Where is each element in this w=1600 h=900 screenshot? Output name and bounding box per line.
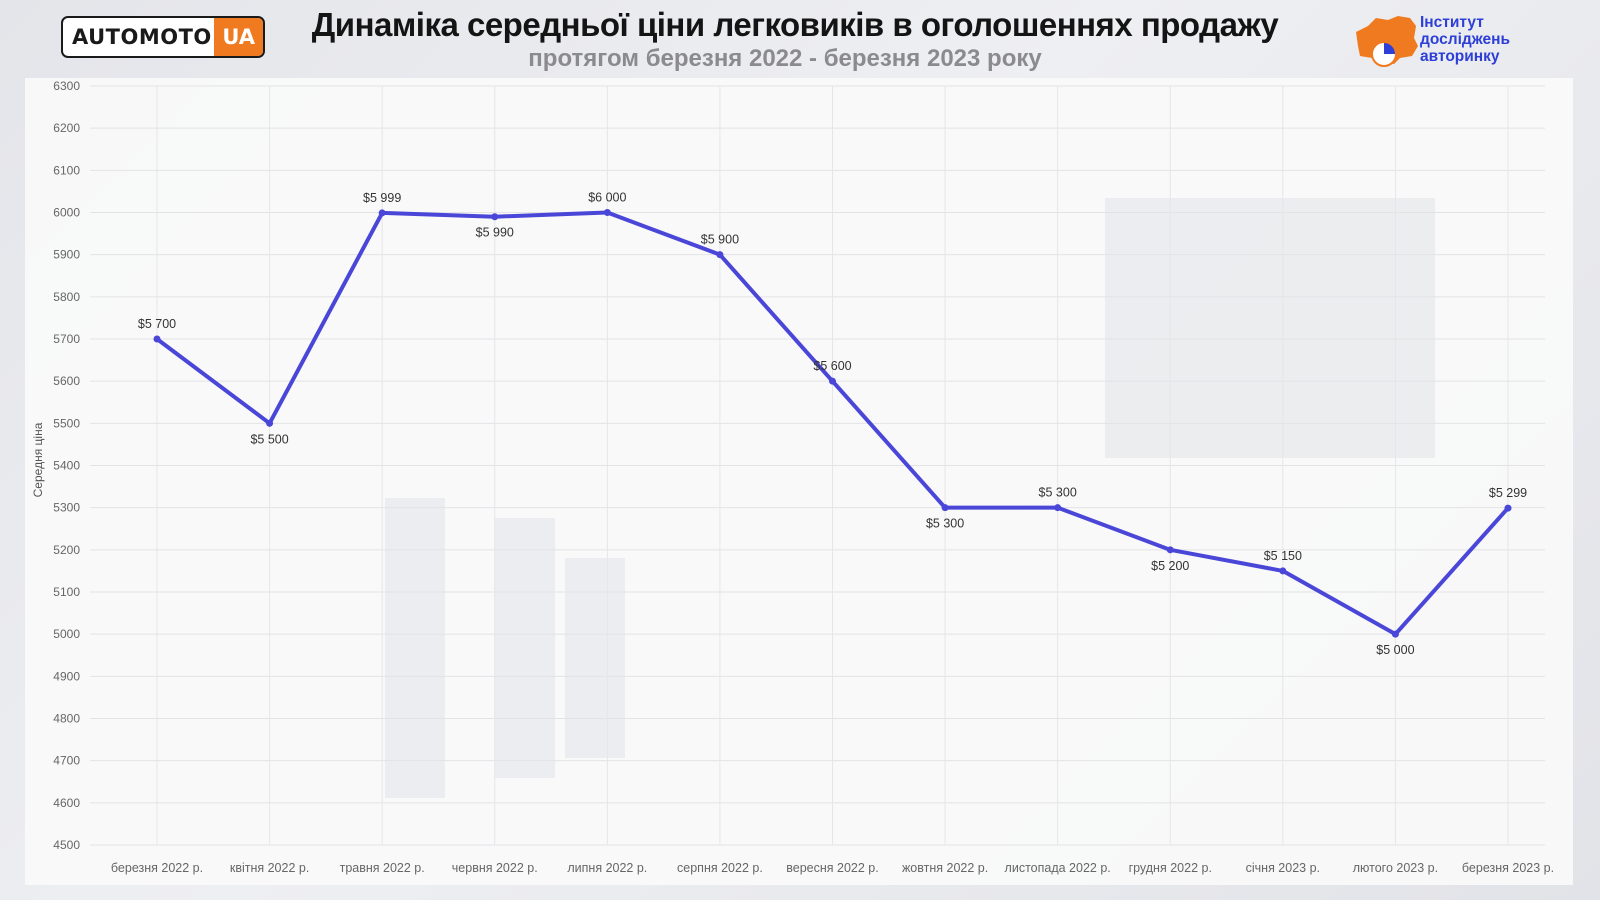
data-point — [829, 377, 836, 385]
data-label: $5 500 — [250, 432, 288, 446]
y-tick-label: 5800 — [53, 290, 80, 304]
data-label: $5 900 — [701, 233, 739, 247]
data-point — [1391, 630, 1399, 638]
x-tick-label: грудня 2022 р. — [1129, 861, 1212, 875]
x-tick-label: квітня 2022 р. — [230, 861, 309, 875]
background-decoration — [565, 558, 625, 758]
institute-map-icon — [1356, 16, 1418, 67]
y-tick-label: 4800 — [53, 712, 80, 726]
y-tick-label: 5000 — [53, 627, 80, 641]
y-tick-label: 6200 — [53, 121, 80, 135]
data-point — [1166, 546, 1174, 554]
data-point — [1279, 567, 1287, 575]
y-tick-label: 6000 — [53, 206, 80, 220]
y-tick-label: 5700 — [53, 332, 80, 346]
y-tick-label: 5500 — [53, 416, 80, 430]
y-tick-label: 6100 — [53, 163, 80, 177]
x-tick-label: вересня 2022 р. — [786, 861, 878, 875]
logo-main-text: AUTOMOTO — [72, 25, 212, 49]
data-label: $5 150 — [1264, 549, 1302, 563]
institute-logo-line: авторинку — [1420, 48, 1500, 65]
data-label: $5 200 — [1151, 559, 1189, 573]
data-point — [603, 209, 611, 216]
data-point — [941, 504, 949, 512]
data-label: $5 999 — [363, 191, 401, 205]
data-point — [491, 213, 499, 221]
x-tick-label: листопада 2022 р. — [1005, 861, 1111, 875]
x-tick-label: серпня 2022 р. — [677, 861, 763, 875]
data-label: $5 299 — [1489, 486, 1527, 500]
y-tick-label: 4900 — [53, 669, 80, 683]
institute-logo-line: досліджень — [1420, 31, 1511, 48]
y-tick-label: 5600 — [53, 374, 80, 388]
x-tick-label: січня 2023 р. — [1246, 861, 1320, 875]
background-decoration — [1105, 198, 1435, 458]
x-tick-label: лютого 2023 р. — [1353, 861, 1438, 875]
y-tick-label: 6300 — [53, 79, 80, 93]
y-tick-label: 4600 — [53, 796, 80, 810]
y-tick-label: 4700 — [53, 754, 80, 768]
data-label: $5 990 — [476, 226, 514, 240]
logo-accent-text: UA — [214, 18, 263, 56]
y-tick-label: 5300 — [53, 501, 80, 515]
x-tick-label: травня 2022 р. — [340, 861, 425, 875]
data-point — [378, 209, 386, 217]
x-tick-label: червня 2022 р. — [452, 861, 538, 875]
data-label: $6 000 — [588, 191, 626, 205]
y-tick-label: 5200 — [53, 543, 80, 557]
data-label: $5 600 — [813, 359, 851, 373]
data-label: $5 300 — [926, 517, 964, 531]
y-tick-label: 5400 — [53, 459, 80, 473]
data-point — [716, 251, 724, 259]
background-decoration — [495, 518, 555, 778]
page-subtitle: протягом березня 2022 - березня 2023 рок… — [528, 45, 1042, 72]
y-tick-label: 4500 — [53, 838, 80, 852]
automoto-ua-logo[interactable]: AUTOMOTO UA — [61, 16, 265, 58]
institute-logo-text: Інститут досліджень авторинку — [1420, 14, 1510, 65]
institute-logo[interactable]: Інститут досліджень авторинку — [1354, 12, 1554, 72]
y-axis-label: Середня ціна — [31, 422, 45, 497]
background-decoration — [385, 498, 445, 798]
institute-logo-line: Інститут — [1420, 14, 1484, 31]
data-label: $5 300 — [1039, 486, 1077, 500]
data-point — [1504, 504, 1512, 512]
data-label: $5 700 — [138, 317, 176, 331]
data-label: $5 000 — [1376, 643, 1414, 657]
data-point — [153, 335, 161, 343]
x-tick-label: жовтня 2022 р. — [902, 861, 988, 875]
page-title: Динаміка середньої ціни легковиків в ого… — [311, 6, 1279, 43]
x-tick-label: березня 2022 р. — [111, 861, 203, 875]
data-point — [266, 419, 274, 427]
y-tick-label: 5100 — [53, 585, 80, 599]
data-point — [1054, 504, 1062, 512]
x-tick-label: березня 2023 р. — [1462, 861, 1554, 875]
y-tick-label: 5900 — [53, 248, 80, 262]
x-tick-label: липня 2022 р. — [567, 861, 647, 875]
